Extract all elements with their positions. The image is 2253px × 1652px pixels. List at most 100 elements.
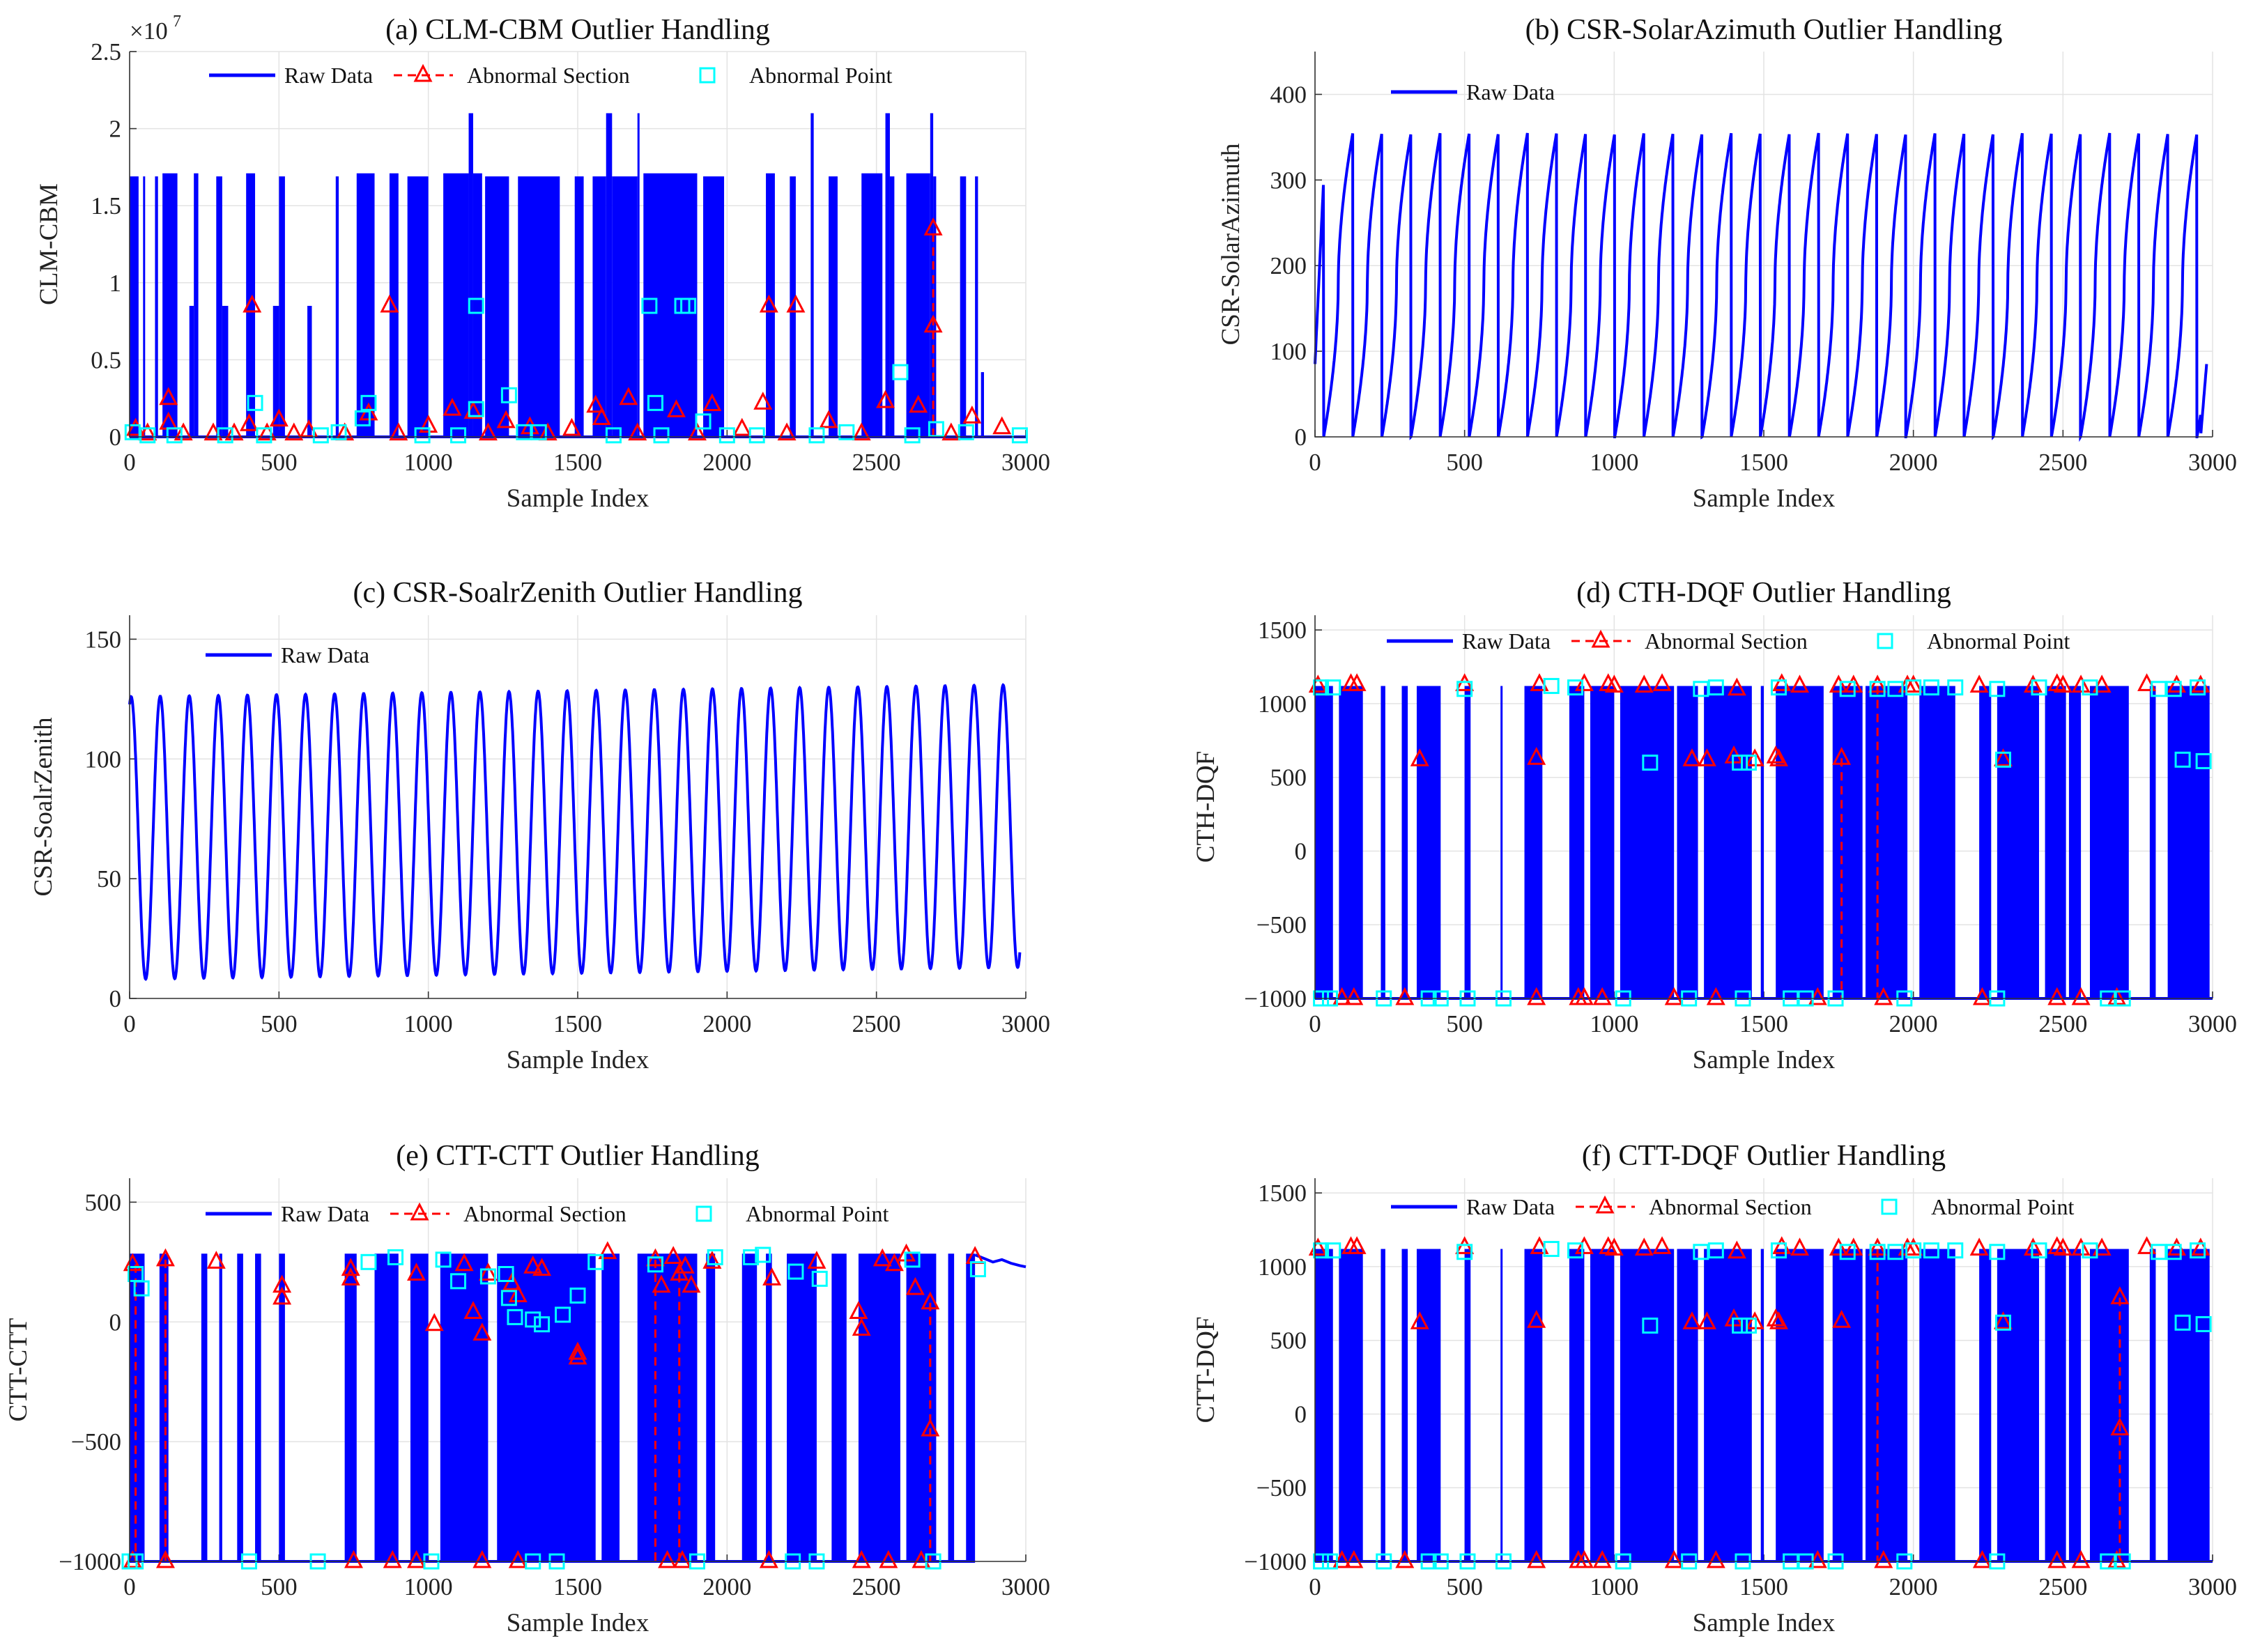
abnormal-section-marker: [1972, 987, 1992, 1005]
abnormal-section-marker: [243, 294, 262, 313]
legend: Raw Data: [206, 642, 369, 667]
legend: Raw Data: [1391, 79, 1555, 105]
legend-abnormal-point-marker: [1881, 1198, 1898, 1215]
abnormal-section-marker: [1874, 1550, 1893, 1568]
abnormal-point-marker: [1887, 681, 1904, 697]
abnormal-point-marker: [892, 364, 909, 380]
raw-data-segment: [1464, 1249, 1471, 1561]
abnormal-point-marker: [1567, 679, 1584, 696]
x-tick-label: 0: [1309, 449, 1321, 476]
abnormal-point-marker: [838, 424, 855, 440]
raw-data-segment: [216, 176, 222, 437]
x-tick-label: 500: [1446, 1010, 1483, 1037]
y-tick-label: −500: [1256, 1474, 1307, 1502]
y-tick-label: 2: [109, 116, 122, 143]
x-tick-label: 500: [1446, 449, 1483, 476]
plot-area: [124, 113, 1028, 444]
legend-raw-data-label: Raw Data: [1466, 1194, 1555, 1219]
x-tick-label: 0: [1309, 1010, 1321, 1037]
abnormal-point-marker: [2165, 681, 2182, 697]
abnormal-section-marker: [1969, 1237, 1989, 1256]
x-axis-label: Sample Index: [1693, 1609, 1836, 1637]
abnormal-point-marker: [1011, 427, 1028, 444]
abnormal-section-marker: [663, 1246, 683, 1264]
abnormal-section-marker: [2047, 1550, 2067, 1568]
abnormal-point-marker: [1989, 681, 2006, 697]
abnormal-point-marker: [360, 1253, 377, 1270]
y-tick-label: 100: [85, 746, 122, 773]
raw-data-segment: [829, 176, 838, 437]
y-tick-label: −1000: [1244, 1548, 1307, 1575]
raw-data-segment: [1865, 686, 1908, 998]
abnormal-section-marker: [508, 1550, 528, 1568]
raw-data-segment: [1339, 1249, 1363, 1561]
raw-data-segment: [981, 372, 984, 437]
abnormal-point-marker: [312, 427, 329, 444]
x-tick-label: 2500: [852, 449, 901, 476]
raw-data-segment: [2167, 1249, 2210, 1561]
abnormal-section-marker: [905, 1276, 925, 1295]
abnormal-point-marker: [787, 1263, 804, 1280]
abnormal-point-marker: [534, 1316, 551, 1333]
raw-data-segment: [1416, 686, 1441, 998]
x-tick-label: 2500: [2038, 1010, 2087, 1037]
raw-data-segment: [194, 173, 199, 438]
abnormal-section-marker: [407, 1263, 426, 1281]
plot-area: [1314, 132, 2208, 442]
abnormal-section-marker: [619, 387, 638, 406]
legend-abnormal-point-label: Abnormal Point: [1931, 1194, 2074, 1219]
abnormal-point-marker: [500, 1290, 517, 1306]
subplot-d: 0 500 1000 1500 2000 2500 3000 −1000 −500 0 500 100…: [1192, 577, 2237, 1074]
abnormal-section-marker: [269, 408, 289, 427]
x-tick-label: 1500: [553, 1573, 602, 1600]
abnormal-section-marker: [592, 407, 611, 425]
y-tick-label: −1000: [59, 1548, 121, 1575]
abnormal-section-marker: [407, 1550, 426, 1568]
y-tick-label: 500: [1270, 764, 1307, 792]
abnormal-section-marker: [1972, 1550, 1992, 1568]
abnormal-point-marker: [1543, 678, 1560, 695]
raw-data-segment: [159, 1253, 169, 1561]
raw-data-segment: [612, 176, 638, 437]
abnormal-point-marker: [1642, 1318, 1659, 1334]
abnormal-section-marker: [921, 1291, 940, 1310]
abnormal-point-marker: [1947, 679, 1964, 696]
raw-data-segment: [960, 176, 967, 437]
raw-data-segment: [858, 1253, 900, 1561]
legend-raw-data-label: Raw Data: [281, 642, 369, 667]
abnormal-section-marker: [1592, 987, 1612, 1005]
x-tick-label: 1500: [1739, 1010, 1788, 1037]
abnormal-point-marker: [1839, 681, 1856, 697]
legend-raw-data-label: Raw Data: [284, 63, 373, 88]
abnormal-section-marker: [443, 397, 462, 416]
x-tick-label: 2000: [1889, 449, 1938, 476]
raw-data-segment: [933, 176, 937, 437]
abnormal-section-marker: [921, 1418, 940, 1437]
raw-data-segment: [966, 1253, 976, 1561]
abnormal-point-marker: [498, 1266, 514, 1282]
abnormal-point-marker: [435, 1251, 452, 1268]
raw-data-segment: [885, 113, 890, 438]
raw-data-segment: [407, 176, 429, 437]
raw-data-segment: [468, 113, 473, 438]
y-tick-label: 0: [109, 424, 122, 451]
raw-data-segment: [1464, 686, 1471, 998]
raw-data-segment: [1760, 686, 1764, 998]
x-tick-label: 1000: [404, 449, 453, 476]
abnormal-section-marker: [224, 422, 244, 441]
axes: [129, 1178, 1026, 1562]
abnormal-section-marker: [628, 422, 647, 441]
abnormal-section-marker: [1790, 674, 1809, 693]
abnormal-point-marker: [1741, 1318, 1758, 1334]
abnormal-section-marker: [389, 422, 408, 441]
abnormal-section-marker: [1790, 1237, 1809, 1256]
y-tick-label: 300: [1270, 167, 1307, 194]
abnormal-section-marker: [852, 1318, 871, 1336]
raw-data-segment: [741, 1253, 758, 1561]
abnormal-section-marker: [1664, 987, 1684, 1005]
raw-data-segment: [130, 1253, 145, 1561]
raw-data-segment: [155, 176, 158, 437]
abnormal-section-marker: [1904, 1237, 1923, 1256]
abnormal-section-marker: [1527, 746, 1546, 765]
abnormal-section-marker: [123, 1253, 142, 1272]
